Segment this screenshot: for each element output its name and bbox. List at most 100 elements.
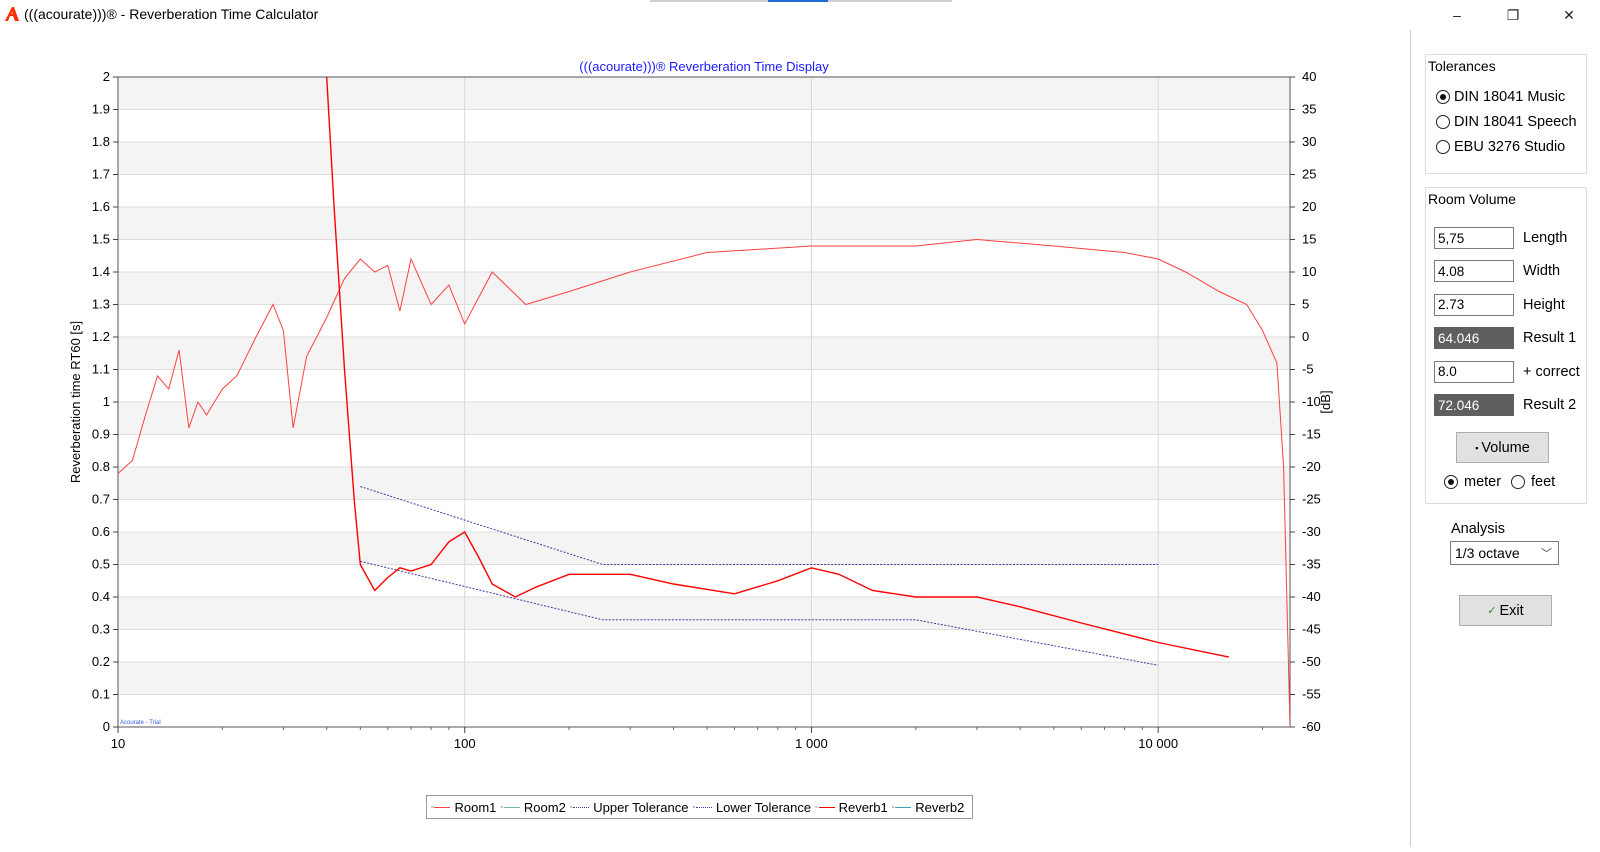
analysis-label: Analysis — [1451, 521, 1505, 537]
y2-tick-label: -55 — [1302, 687, 1321, 702]
y-tick-label: 1.4 — [92, 264, 110, 279]
y-tick-label: 0.9 — [92, 427, 110, 442]
radio-button-icon[interactable] — [1436, 140, 1450, 154]
legend-marker-icon: ▫ — [692, 803, 695, 811]
trial-watermark: Acourate - Trial — [120, 720, 161, 726]
tolerance-option-1[interactable]: DIN 18041 Speech — [1436, 114, 1577, 130]
grid-band — [118, 142, 1290, 175]
chevron-down-icon: ﹀ — [1541, 548, 1552, 560]
y-tick-label: 0.5 — [92, 557, 110, 572]
grid-band — [118, 207, 1290, 240]
volume-input-4[interactable] — [1434, 360, 1514, 383]
y2-tick-label: 40 — [1302, 69, 1316, 84]
unit-option-0[interactable]: meter — [1444, 474, 1501, 490]
tolerance-option-0[interactable]: DIN 18041 Music — [1436, 89, 1565, 105]
analysis-select[interactable]: 1/3 octave ﹀ — [1450, 541, 1559, 565]
legend-item-0[interactable]: ▫ Room1 — [431, 800, 496, 815]
radio-button-icon[interactable] — [1436, 115, 1450, 129]
y-tick-label: 0.8 — [92, 459, 110, 474]
legend-marker-icon: ▫ — [431, 803, 434, 811]
legend-item-4[interactable]: ▫ Reverb1 — [815, 800, 888, 815]
y-tick-label: 0.6 — [92, 524, 110, 539]
y2-tick-label: 20 — [1302, 199, 1316, 214]
legend-item-1[interactable]: ▫ Room2 — [500, 800, 565, 815]
y2-tick-label: -50 — [1302, 654, 1321, 669]
y2-tick-label: -45 — [1302, 622, 1321, 637]
legend-marker-icon: ▫ — [500, 803, 503, 811]
volume-field-label: Width — [1523, 263, 1561, 280]
minimize-button[interactable]: – — [1453, 7, 1461, 23]
tolerance-option-2[interactable]: EBU 3276 Studio — [1436, 139, 1565, 155]
legend-marker-icon: ▫ — [569, 803, 573, 811]
radio-button-icon[interactable] — [1511, 475, 1525, 489]
legend-item-5[interactable]: ▫ Reverb2 — [892, 800, 965, 815]
radio-button-icon[interactable] — [1444, 475, 1458, 489]
result-field-5 — [1434, 394, 1514, 416]
tab-strip — [650, 0, 952, 2]
legend-swatch — [818, 806, 835, 808]
volume-row-5: Result 2 — [1434, 393, 1576, 417]
y2-tick-label: -20 — [1302, 459, 1321, 474]
volume-input-0[interactable] — [1434, 227, 1514, 249]
grid-band — [118, 662, 1290, 695]
y-tick-label: 1.2 — [92, 329, 110, 344]
legend-item-3[interactable]: ▫ Lower Tolerance — [692, 800, 811, 815]
y-tick-label: 0 — [103, 719, 110, 734]
legend-label: Room1 — [454, 799, 497, 815]
legend-item-2[interactable]: ▫ Upper Tolerance — [570, 800, 689, 815]
legend-label: Reverb1 — [838, 799, 888, 815]
tolerances-title: Tolerances — [1428, 58, 1496, 74]
radio-button-icon[interactable] — [1436, 90, 1450, 104]
legend-marker-icon: ▫ — [815, 803, 818, 811]
y-tick-label: 1.9 — [92, 102, 110, 117]
volume-row-2: Height — [1434, 293, 1565, 317]
exit-button[interactable]: ✓ Exit — [1459, 595, 1552, 626]
y2-tick-label: -5 — [1302, 362, 1314, 377]
volume-input-1[interactable] — [1434, 260, 1514, 283]
unit-option-label: feet — [1531, 474, 1556, 490]
legend-swatch — [573, 806, 590, 808]
grid-band — [118, 77, 1290, 110]
result-field-3 — [1434, 327, 1514, 350]
legend-marker-icon: ▫ — [891, 803, 895, 811]
volume-input-2[interactable] — [1434, 293, 1514, 316]
volume-field-label: Result 2 — [1523, 397, 1577, 413]
legend-label: Room2 — [523, 799, 566, 815]
y2-tick-label: -40 — [1302, 589, 1321, 604]
unit-option-label: meter — [1464, 474, 1502, 490]
legend-swatch — [695, 806, 712, 808]
y-tick-label: 0.2 — [92, 654, 110, 669]
y2-tick-label: -30 — [1302, 524, 1321, 539]
room-volume-group: Room Volume Length Width Height Result 1 + c… — [1425, 187, 1587, 504]
check-icon: ✓ — [1487, 605, 1497, 617]
grid-band — [118, 402, 1290, 435]
y2-tick-label: 5 — [1302, 297, 1309, 312]
exit-button-label: Exit — [1499, 602, 1524, 619]
tolerance-option-label: DIN 18041 Speech — [1454, 114, 1577, 130]
close-button[interactable]: ✕ — [1563, 7, 1575, 23]
series-line-upper-tolerance — [360, 486, 1159, 565]
room-volume-title: Room Volume — [1428, 191, 1516, 207]
unit-option-1[interactable]: feet — [1511, 474, 1555, 490]
chart-title: (((acourate)))® Reverberation Time Displ… — [579, 59, 829, 74]
x-tick-label: 10 — [111, 736, 125, 751]
restore-button[interactable]: ❐ — [1506, 7, 1520, 23]
y-tick-label: 0.1 — [92, 687, 110, 702]
panel-separator — [1410, 30, 1411, 847]
legend-swatch — [503, 806, 520, 808]
x-tick-label: 100 — [454, 736, 476, 751]
window-title: (((acourate)))® - Reverberation Time Cal… — [24, 6, 319, 22]
y-tick-label: 1 — [103, 394, 110, 409]
tolerances-group: Tolerances DIN 18041 Music DIN 18041 Spee… — [1425, 54, 1587, 174]
legend-label: Upper Tolerance — [593, 799, 689, 815]
y2-tick-label: 10 — [1302, 264, 1316, 279]
chart-legend: ▫ Room1 ▫ Room2 ▫ Upper Tolerance ▫ Lower Toler… — [426, 795, 974, 819]
y2-tick-label: 25 — [1302, 167, 1316, 182]
y2-tick-label: 30 — [1302, 134, 1316, 149]
volume-button[interactable]: ▪ Volume — [1456, 432, 1549, 463]
grid-band — [118, 272, 1290, 305]
y2-tick-label: 0 — [1302, 329, 1309, 344]
analysis-selected-value: 1/3 octave — [1455, 545, 1520, 561]
tolerance-option-label: DIN 18041 Music — [1454, 89, 1566, 105]
y-tick-label: 1.7 — [92, 167, 110, 182]
